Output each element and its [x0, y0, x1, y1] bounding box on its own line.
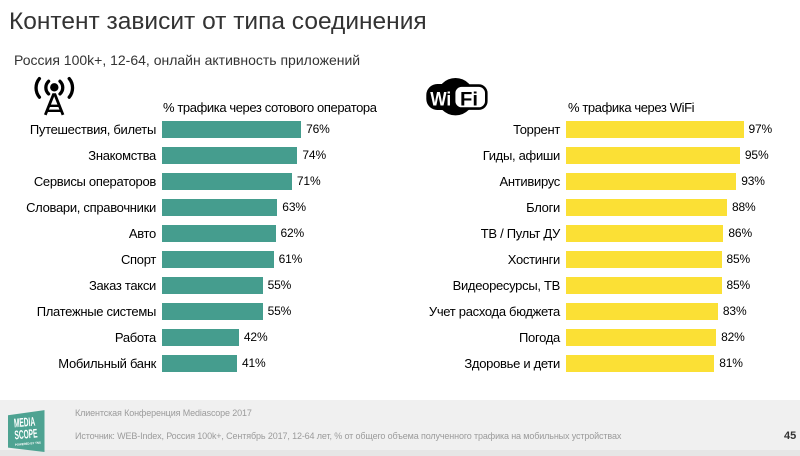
svg-text:MEDIA: MEDIA [13, 415, 35, 431]
svg-text:Wi: Wi [430, 88, 451, 110]
svg-text:Fi: Fi [460, 88, 478, 110]
svg-text:POWERED BY TNS: POWERED BY TNS [15, 441, 41, 447]
svg-text:SCOPE: SCOPE [14, 426, 38, 442]
